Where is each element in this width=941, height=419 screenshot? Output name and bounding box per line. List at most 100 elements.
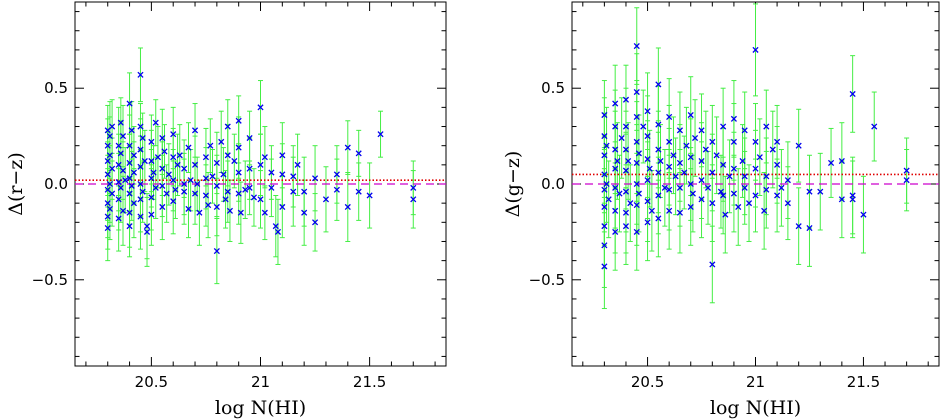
data-point bbox=[838, 157, 845, 165]
data-point bbox=[795, 142, 802, 149]
data-point bbox=[709, 200, 716, 207]
data-point bbox=[741, 184, 748, 191]
data-point bbox=[115, 161, 122, 168]
data-point bbox=[720, 161, 727, 168]
data-point bbox=[741, 127, 748, 134]
data-point bbox=[115, 215, 122, 222]
data-point bbox=[333, 171, 340, 178]
data-point bbox=[633, 159, 640, 166]
data-point bbox=[745, 200, 753, 207]
data-point bbox=[633, 113, 640, 121]
data-point bbox=[655, 215, 662, 222]
data-point bbox=[246, 134, 253, 142]
data-point bbox=[774, 161, 781, 168]
data-point bbox=[170, 198, 177, 205]
data-point bbox=[202, 192, 210, 199]
data-point bbox=[268, 169, 275, 176]
data-point bbox=[301, 209, 308, 216]
data-point bbox=[601, 263, 608, 270]
data-point bbox=[279, 203, 286, 211]
data-point bbox=[148, 175, 155, 182]
data-point bbox=[601, 111, 608, 119]
data-point bbox=[355, 188, 362, 195]
data-point bbox=[109, 190, 116, 197]
data-point bbox=[170, 177, 177, 184]
data-point bbox=[117, 119, 124, 126]
data-point bbox=[213, 203, 220, 211]
data-point bbox=[115, 179, 122, 186]
data-point bbox=[752, 192, 759, 199]
data-point bbox=[191, 190, 199, 197]
data-point bbox=[268, 184, 275, 191]
data-point bbox=[344, 144, 351, 151]
data-point bbox=[720, 123, 727, 130]
data-point bbox=[871, 123, 878, 130]
data-point bbox=[713, 152, 720, 159]
data-point bbox=[119, 167, 127, 174]
data-point bbox=[311, 219, 319, 226]
data-point bbox=[115, 142, 122, 149]
data-point bbox=[795, 223, 802, 230]
data-point bbox=[633, 228, 640, 235]
data-point bbox=[205, 202, 212, 209]
data-point bbox=[730, 138, 737, 145]
data-point bbox=[702, 146, 709, 153]
data-point bbox=[849, 196, 856, 203]
data-point bbox=[106, 133, 113, 140]
y-tick-label: 0.5 bbox=[44, 79, 68, 97]
data-point bbox=[226, 207, 234, 214]
x-axis-title: log N(HI) bbox=[215, 397, 306, 419]
data-point bbox=[242, 186, 249, 193]
data-point bbox=[170, 131, 177, 138]
data-point bbox=[377, 131, 384, 138]
data-point bbox=[903, 167, 910, 174]
data-point bbox=[246, 184, 253, 191]
y-tick-label: 0.0 bbox=[541, 175, 565, 193]
data-point bbox=[666, 207, 673, 214]
data-point bbox=[122, 177, 129, 184]
data-point bbox=[676, 159, 684, 166]
data-point bbox=[644, 198, 651, 205]
y-tick-label: 0.0 bbox=[44, 175, 68, 193]
data-point bbox=[274, 228, 282, 235]
data-point bbox=[213, 159, 220, 166]
data-point bbox=[774, 192, 781, 199]
data-point bbox=[137, 123, 144, 130]
data-point bbox=[622, 188, 630, 195]
data-point bbox=[622, 223, 630, 230]
data-point bbox=[644, 177, 651, 184]
data-point bbox=[806, 188, 813, 195]
data-point bbox=[128, 127, 135, 134]
data-point bbox=[148, 157, 155, 165]
data-point bbox=[655, 81, 662, 88]
data-point bbox=[344, 203, 351, 211]
data-point bbox=[612, 207, 619, 214]
data-point bbox=[612, 165, 619, 172]
data-point bbox=[860, 211, 867, 218]
data-point bbox=[279, 152, 286, 159]
data-point bbox=[220, 171, 227, 178]
data-point bbox=[838, 196, 845, 203]
data-point bbox=[159, 182, 166, 189]
data-point bbox=[644, 108, 651, 115]
data-point bbox=[672, 173, 679, 180]
data-point bbox=[761, 207, 768, 214]
data-point bbox=[681, 169, 688, 176]
data-point bbox=[739, 157, 746, 165]
data-point bbox=[152, 184, 159, 191]
data-point bbox=[104, 142, 111, 149]
data-point bbox=[196, 209, 203, 216]
data-point bbox=[150, 169, 157, 176]
data-point bbox=[176, 152, 183, 159]
data-point bbox=[104, 213, 111, 220]
data-point bbox=[635, 190, 642, 197]
data-point bbox=[709, 261, 716, 268]
data-point bbox=[752, 138, 759, 145]
data-point bbox=[279, 171, 286, 178]
data-point bbox=[618, 134, 625, 142]
data-point bbox=[109, 165, 116, 172]
data-point bbox=[141, 157, 148, 165]
data-point bbox=[612, 100, 619, 107]
data-point bbox=[622, 123, 630, 130]
data-point bbox=[148, 138, 155, 145]
